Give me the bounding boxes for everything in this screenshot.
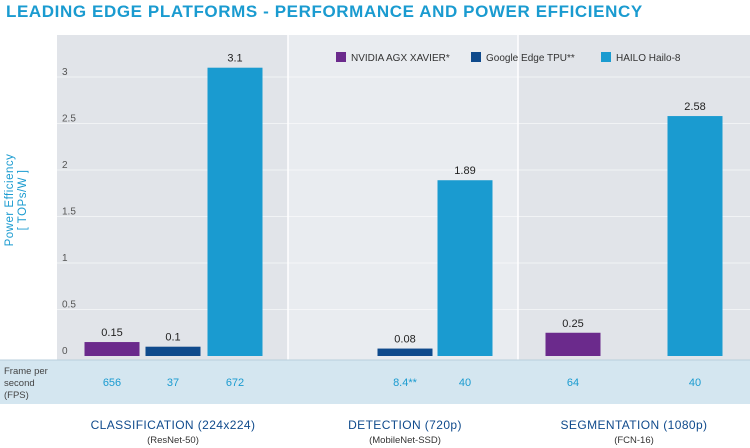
bar [145,346,201,356]
legend-label: Google Edge TPU** [486,53,575,64]
bar [84,342,140,356]
fps-band [0,360,750,404]
y-tick-label: 1 [62,253,68,264]
bar-value-label: 0.25 [562,318,583,330]
y-tick-label: 2.5 [62,114,76,125]
category-sublabel: (FCN-16) [614,435,654,446]
bar-value-label: 2.58 [684,101,705,113]
legend-swatch [471,52,481,62]
fps-value: 40 [459,377,471,389]
fps-value: 672 [226,377,244,389]
bar [667,116,723,356]
bar [545,332,601,356]
fps-value: 64 [567,377,579,389]
y-tick-label: 0 [62,346,68,357]
fps-value: 37 [167,377,179,389]
y-tick-label: 0.5 [62,300,76,311]
y-tick-label: 2 [62,160,68,171]
bar [377,348,433,356]
bar [437,180,493,356]
fps-row-label: (FPS) [4,390,29,401]
y-tick-label: 3 [62,67,68,78]
legend-swatch [601,52,611,62]
bar [207,67,263,356]
category-label: SEGMENTATION (1080p) [561,418,708,432]
y-axis-label: Power Efficiency [4,154,16,247]
category-sublabel: (MobileNet-SSD) [369,435,441,446]
fps-value: 40 [689,377,701,389]
y-axis-label: [ TOPs/W ] [17,170,29,231]
fps-row-label: second [4,378,35,389]
fps-value: 8.4** [393,377,418,389]
category-label: CLASSIFICATION (224x224) [91,418,256,432]
y-tick-label: 1.5 [62,207,76,218]
legend-swatch [336,52,346,62]
chart-title: LEADING EDGE PLATFORMS - PERFORMANCE AND… [6,2,643,21]
bar-value-label: 0.08 [394,334,415,346]
bar-value-label: 3.1 [227,53,242,65]
legend-label: NVIDIA AGX XAVIER* [351,53,450,64]
bar-value-label: 1.89 [454,165,475,177]
fps-value: 656 [103,377,121,389]
bar-value-label: 0.15 [101,327,122,339]
legend-label: HAILO Hailo-8 [616,53,681,64]
fps-row-label: Frame per [4,366,48,377]
bar-value-label: 0.1 [165,332,180,344]
category-sublabel: (ResNet-50) [147,435,199,446]
category-label: DETECTION (720p) [348,418,462,432]
